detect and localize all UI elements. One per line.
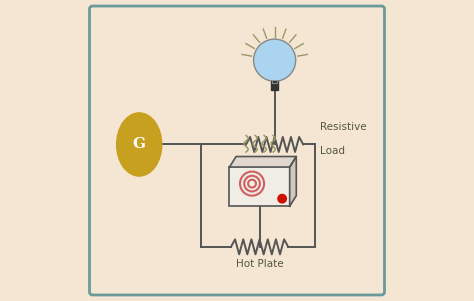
Text: G: G [133, 138, 146, 151]
Text: Light: Light [262, 160, 288, 169]
Ellipse shape [117, 113, 162, 176]
Text: Hot Plate: Hot Plate [236, 259, 283, 269]
FancyBboxPatch shape [90, 6, 384, 295]
Polygon shape [290, 157, 296, 206]
Circle shape [278, 194, 286, 203]
Circle shape [254, 39, 296, 81]
Text: Load: Load [320, 146, 345, 156]
Polygon shape [229, 157, 296, 167]
Bar [229, 167, 290, 206]
Text: Resistive: Resistive [320, 123, 366, 132]
Bar [271, 81, 278, 90]
